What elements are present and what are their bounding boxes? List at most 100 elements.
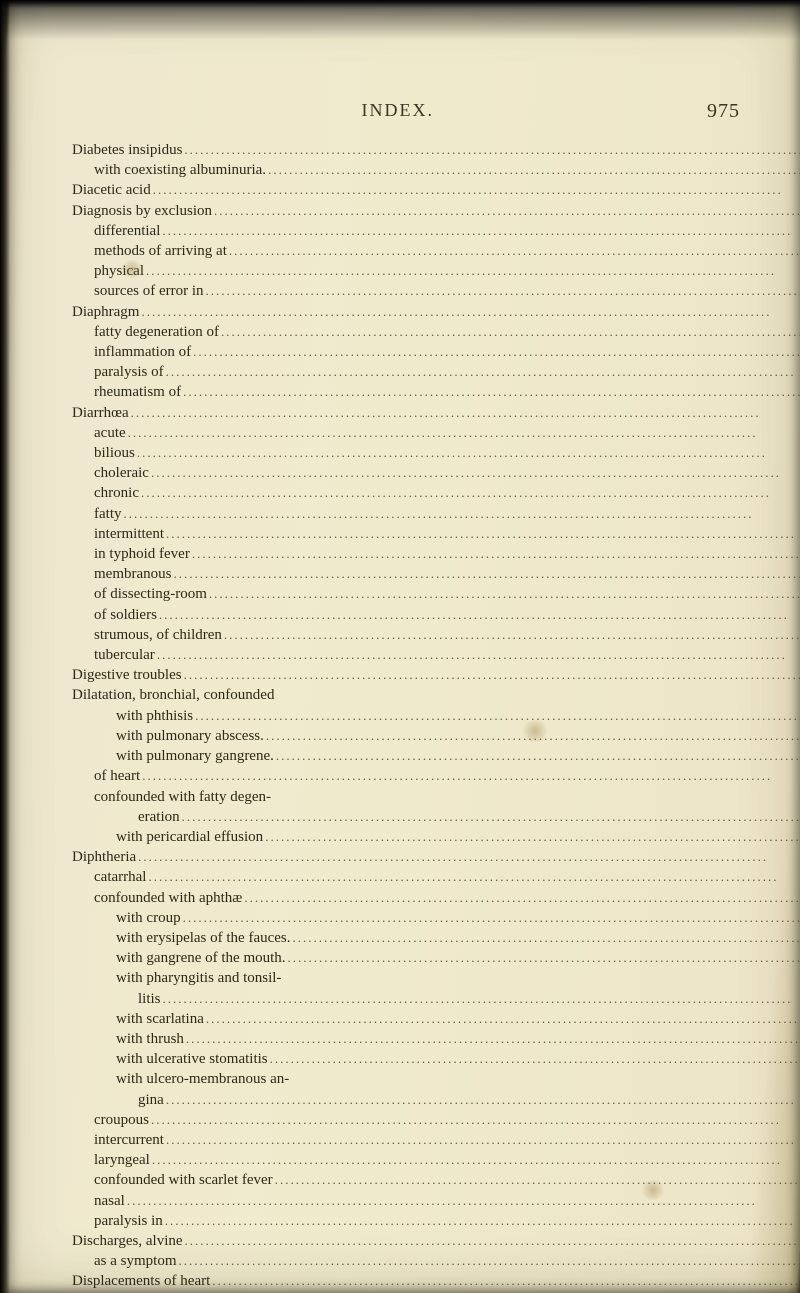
index-entry-text: physical [72,261,146,281]
index-entry: laryngeal472 [72,1150,800,1170]
dot-leaders [206,281,800,301]
scanned-page: INDEX. 975 Diabetes insipidus754with coe… [0,0,800,1293]
index-entry-text: acute [72,423,128,443]
dot-leaders [193,342,800,362]
dot-leaders [148,867,800,887]
index-entry: catarrhal469 [72,867,800,887]
index-entry: with gangrene of the mouth.470 [72,948,800,968]
index-entry-text: gina [72,1090,166,1110]
index-entry: with thrush470 [72,1029,800,1049]
index-entry-text: sources of error in [72,281,206,301]
index-entry: confounded with fatty degen- [72,787,800,807]
index-entry: Diphtheria467 [72,847,800,867]
dot-leaders [224,625,800,645]
index-entry-text: with croup [72,908,183,928]
dot-leaders [214,201,800,221]
index-entry: Diabetes insipidus754 [72,140,800,160]
index-entry-text: with pulmonary abscess. [72,726,266,746]
index-entry: as a symptom527 [72,1251,800,1271]
index-entry-text: with coexisting albuminuria. [72,160,268,180]
index-entry-text: methods of arriving at [72,241,229,261]
index-entry: with pulmonary abscess.333 [72,726,800,746]
index-entry-text: with ulcerative stomatitis [72,1049,270,1069]
dot-leaders [293,928,800,948]
index-entry-text: in typhoid fever [72,544,192,564]
index-entry: Diacetic acid694 [72,180,800,200]
dot-leaders [166,1130,800,1150]
index-entry: litis469 [72,989,800,1009]
dot-leaders [124,504,800,524]
index-entry: fatty584 [72,504,800,524]
index-entry: Digestive troubles592 [72,665,800,685]
index-entry-text: fatty degeneration of [72,322,221,342]
dot-leaders [166,1090,800,1110]
index-entry-text: with phthisis [72,706,195,726]
index-entry: membranous579 [72,564,800,584]
index-entry-text: Diarrhœa [72,403,131,423]
index-entry-text: confounded with scarlet fever [72,1170,275,1190]
dot-leaders [270,1049,800,1069]
index-entry-text: of heart [72,766,142,786]
dot-leaders [141,483,800,503]
index-entry: bilious576 [72,443,800,463]
dot-leaders [179,1251,800,1271]
index-entry: fatty degeneration of293 [72,322,800,342]
index-entry-text: tubercular [72,645,157,665]
index-entry: paralysis in126 [72,1211,800,1231]
dot-leaders [138,847,800,867]
dot-leaders [151,1110,800,1130]
dot-leaders [152,1150,800,1170]
index-entry-text: intercurrent [72,1130,166,1150]
dot-leaders [185,1231,800,1251]
index-entry-text: with pharyngitis and tonsil- [72,968,283,988]
dot-leaders [183,908,800,928]
index-entry-text: Diphtheria [72,847,138,867]
dot-leaders [142,766,800,786]
index-entry-text: Diabetes insipidus [72,140,184,160]
index-entry: in typhoid fever829 [72,544,800,564]
index-entry: with phthisis331 [72,706,800,726]
dot-leaders [159,605,800,625]
dot-leaders [127,1191,800,1211]
index-entry: with croup472 [72,908,800,928]
page-number: 975 [707,100,740,123]
index-entry: confounded with scarlet fever891 [72,1170,800,1190]
index-entry-text: with pulmonary gangrene. [72,746,276,766]
index-entry-text: with gangrene of the mouth. [72,948,288,968]
dot-leaders [276,746,800,766]
dot-leaders [165,1211,800,1231]
index-entry-text: with pericardial effusion [72,827,265,847]
index-entry: eration430 [72,807,800,827]
dot-leaders [182,807,800,827]
index-entry-text: laryngeal [72,1150,152,1170]
index-entry: with ulcerative stomatitis470 [72,1049,800,1069]
index-entry: strumous, of children579 [72,625,800,645]
index-entry: intermittent579 [72,524,800,544]
index-entry-text: of dissecting-room [72,584,209,604]
dot-leaders [166,524,800,544]
index-entry-text: with erysipelas of the fauces. [72,928,293,948]
dot-leaders [183,382,800,402]
dot-leaders [192,544,800,564]
index-entry-text: eration [72,807,182,827]
index-entry-text: Diaphragm [72,302,141,322]
dot-leaders [212,1271,800,1291]
index-entry-text: bilious [72,443,137,463]
index-entry: Diarrhœa576 [72,403,800,423]
index-entry-text: paralysis in [72,1211,165,1231]
index-entry-text: Displacements of heart [72,1271,212,1291]
index-entry: of soldiers577 [72,605,800,625]
index-entry: Displacements of heart449 [72,1271,800,1291]
index-entry-text: nasal [72,1191,127,1211]
index-entry: Discharges, alvine527 [72,1231,800,1251]
dot-leaders [184,665,800,685]
dot-leaders [186,1029,800,1049]
index-entry: tubercular578 [72,645,800,665]
index-entry-text: choleraic [72,463,151,483]
dot-leaders [146,261,800,281]
dot-leaders [153,180,800,200]
index-entry: with scarlatina473 [72,1009,800,1029]
index-entry: paralysis of292 [72,362,800,382]
dot-leaders [141,302,800,322]
index-entry: acute576 [72,423,800,443]
